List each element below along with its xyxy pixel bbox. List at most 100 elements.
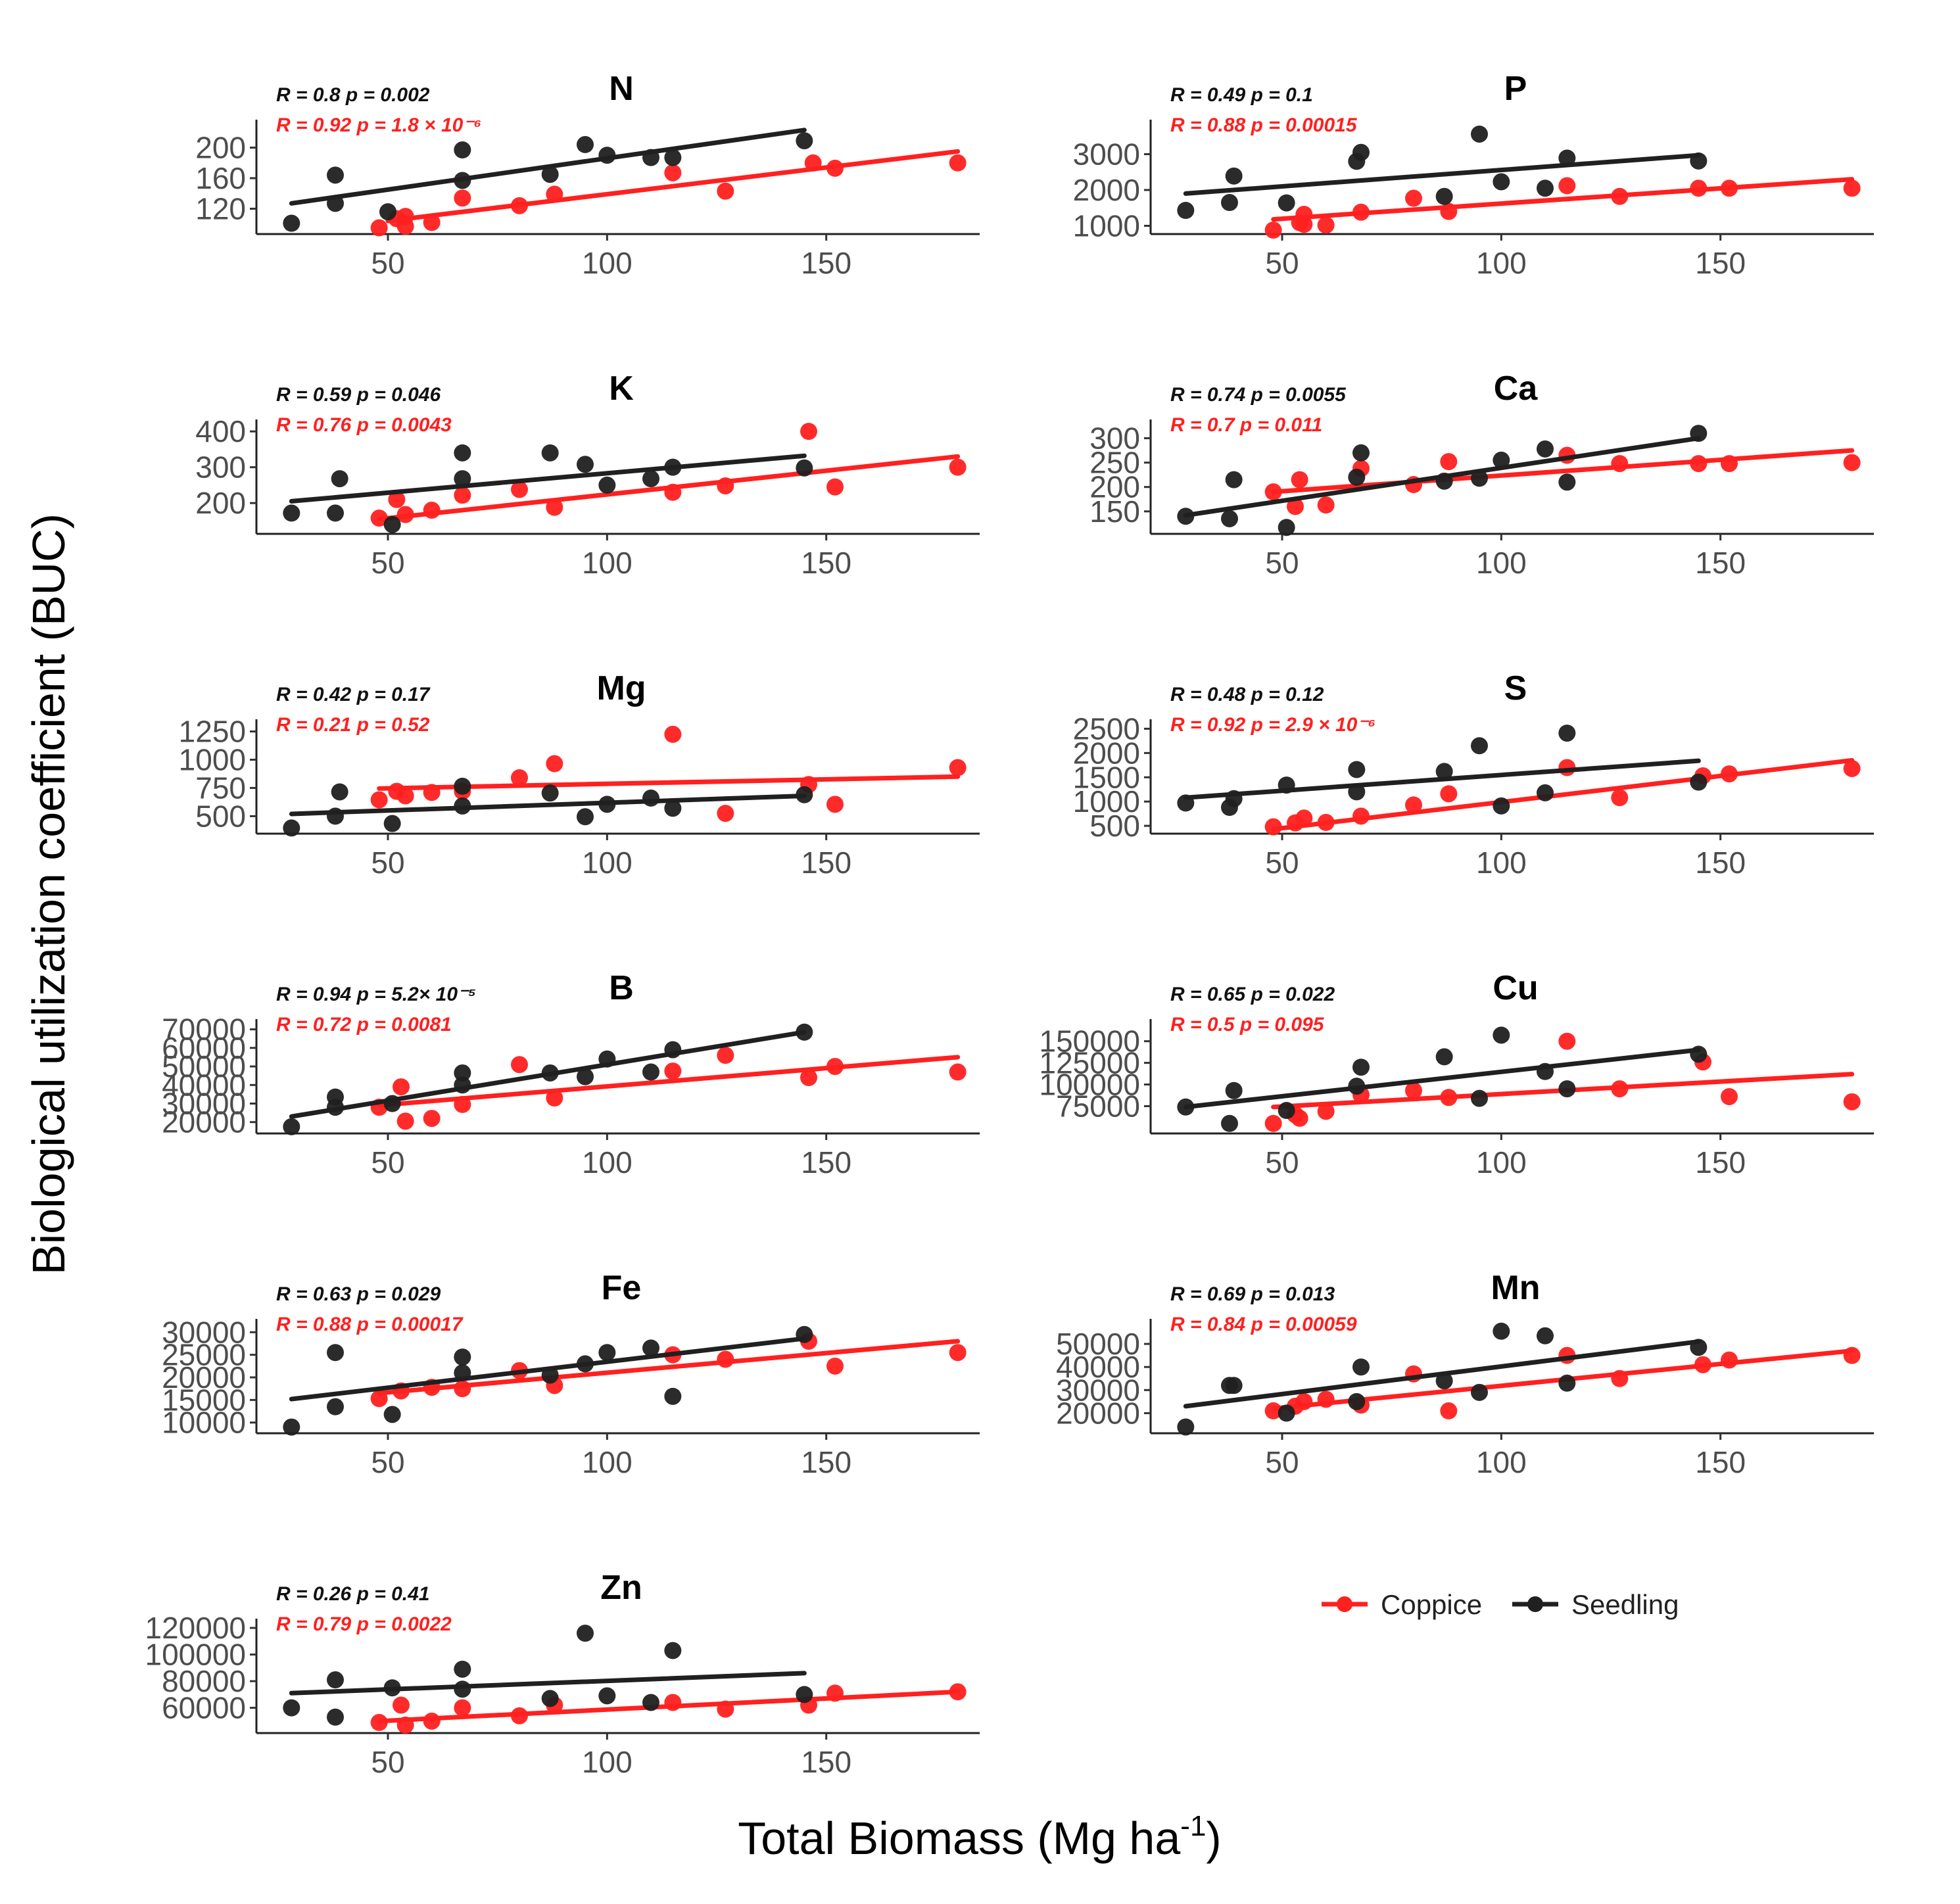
data-point xyxy=(327,166,344,184)
data-point xyxy=(423,1712,441,1730)
data-point xyxy=(1493,173,1510,191)
data-point xyxy=(396,1112,414,1130)
data-point xyxy=(1317,1103,1335,1120)
x-tick-label: 150 xyxy=(1695,546,1746,580)
series-seedling xyxy=(283,128,813,232)
legend-marker xyxy=(1337,1596,1352,1612)
data-point xyxy=(796,1686,813,1703)
data-point xyxy=(1295,216,1313,233)
y-tick-label: 750 xyxy=(195,771,246,805)
data-point xyxy=(1471,1089,1488,1107)
x-tick-label: 100 xyxy=(1476,1445,1527,1479)
data-point xyxy=(454,1699,471,1717)
x-tick-label: 100 xyxy=(1476,1145,1527,1179)
data-point xyxy=(1352,143,1370,161)
y-tick-label: 30000 xyxy=(162,1315,246,1349)
data-point xyxy=(1435,763,1453,780)
data-point xyxy=(1843,454,1861,471)
data-point xyxy=(949,1063,967,1081)
data-point xyxy=(1843,759,1861,777)
trend-line xyxy=(377,1339,961,1396)
y-tick-label: 200 xyxy=(1089,470,1140,504)
data-point xyxy=(370,219,388,237)
data-point xyxy=(1278,519,1295,536)
data-point xyxy=(1352,1358,1370,1376)
y-tick-label: 125000 xyxy=(1040,1046,1141,1080)
data-point xyxy=(1278,1404,1295,1422)
series-seedling xyxy=(1177,725,1708,817)
y-tick-label: 20000 xyxy=(162,1360,246,1394)
trend-line xyxy=(377,774,961,791)
legend-item-coppice: Coppice xyxy=(1322,1589,1482,1620)
data-point xyxy=(546,755,563,773)
stat-seedling: R = 0.26 p = 0.41 xyxy=(276,1583,429,1605)
data-point xyxy=(577,456,594,473)
data-point xyxy=(454,141,471,159)
legend-item-seedling: Seedling xyxy=(1512,1589,1679,1620)
data-point xyxy=(949,154,967,172)
data-point xyxy=(331,783,348,801)
data-point xyxy=(1493,1026,1510,1044)
panel-zn: Zn R = 0.26 p = 0.41 R = 0.79 p = 0.0022 60… xyxy=(145,1569,980,1779)
y-tick-label: 2500 xyxy=(1073,711,1140,746)
data-point xyxy=(546,498,563,516)
data-point xyxy=(642,1694,659,1711)
data-point xyxy=(393,1696,410,1714)
trend-line xyxy=(289,1336,807,1402)
data-point xyxy=(642,1063,659,1081)
y-tick-label: 1500 xyxy=(1073,760,1140,794)
y-tick-label: 400 xyxy=(195,414,246,448)
panel-title: P xyxy=(1504,70,1527,108)
data-point xyxy=(664,1642,682,1659)
data-point xyxy=(327,1671,344,1689)
panel-mn: Mn R = 0.69 p = 0.013 R = 0.84 p = 0.00059… xyxy=(1056,1269,1874,1479)
y-tick-label: 15000 xyxy=(162,1383,246,1417)
y-tick-label: 60000 xyxy=(162,1691,246,1725)
data-point xyxy=(327,1398,344,1416)
data-point xyxy=(664,149,682,166)
data-point xyxy=(1264,222,1282,239)
data-point xyxy=(1537,179,1554,197)
trend-line xyxy=(289,128,807,206)
data-point xyxy=(1558,1032,1576,1050)
data-point xyxy=(1348,468,1366,486)
data-point xyxy=(379,203,396,221)
stat-coppice: R = 0.7 p = 0.011 xyxy=(1170,414,1322,436)
legend-label: Seedling xyxy=(1571,1589,1679,1620)
data-point xyxy=(1278,1102,1295,1120)
trend-line xyxy=(289,1030,807,1119)
x-tick-label: 150 xyxy=(801,246,851,280)
y-tick-label: 1250 xyxy=(179,715,246,749)
x-tick-label: 100 xyxy=(1476,845,1527,880)
series-coppice xyxy=(1264,177,1861,239)
data-point xyxy=(664,1062,682,1080)
trend-line xyxy=(377,454,961,522)
data-point xyxy=(1295,809,1313,827)
data-point xyxy=(1471,1383,1488,1401)
panel-p: P R = 0.49 p = 0.1 R = 0.88 p = 0.00015 100… xyxy=(1073,70,1874,280)
data-point xyxy=(1405,1082,1422,1099)
data-point xyxy=(546,1089,563,1107)
x-tick-label: 50 xyxy=(1265,546,1299,580)
stat-coppice: R = 0.21 p = 0.52 xyxy=(276,714,430,736)
trend-line xyxy=(289,1671,807,1696)
series-coppice xyxy=(1264,446,1861,515)
data-point xyxy=(1221,194,1238,212)
x-axis-title: Total Biomass (Mg ha-1) xyxy=(738,1810,1221,1864)
data-point xyxy=(1225,1377,1243,1394)
data-point xyxy=(511,481,528,498)
data-point xyxy=(642,789,659,807)
data-point xyxy=(327,504,344,522)
y-tick-label: 3000 xyxy=(1073,137,1140,171)
data-point xyxy=(1287,498,1304,515)
series-seedling xyxy=(283,1023,813,1135)
data-point xyxy=(383,815,401,832)
data-point xyxy=(1317,216,1335,234)
data-point xyxy=(1558,1374,1576,1392)
data-point xyxy=(1221,510,1238,527)
data-point xyxy=(1291,471,1308,488)
x-tick-label: 50 xyxy=(371,246,404,280)
series-seedling xyxy=(283,1325,813,1436)
data-point xyxy=(511,769,528,786)
data-point xyxy=(396,787,414,805)
